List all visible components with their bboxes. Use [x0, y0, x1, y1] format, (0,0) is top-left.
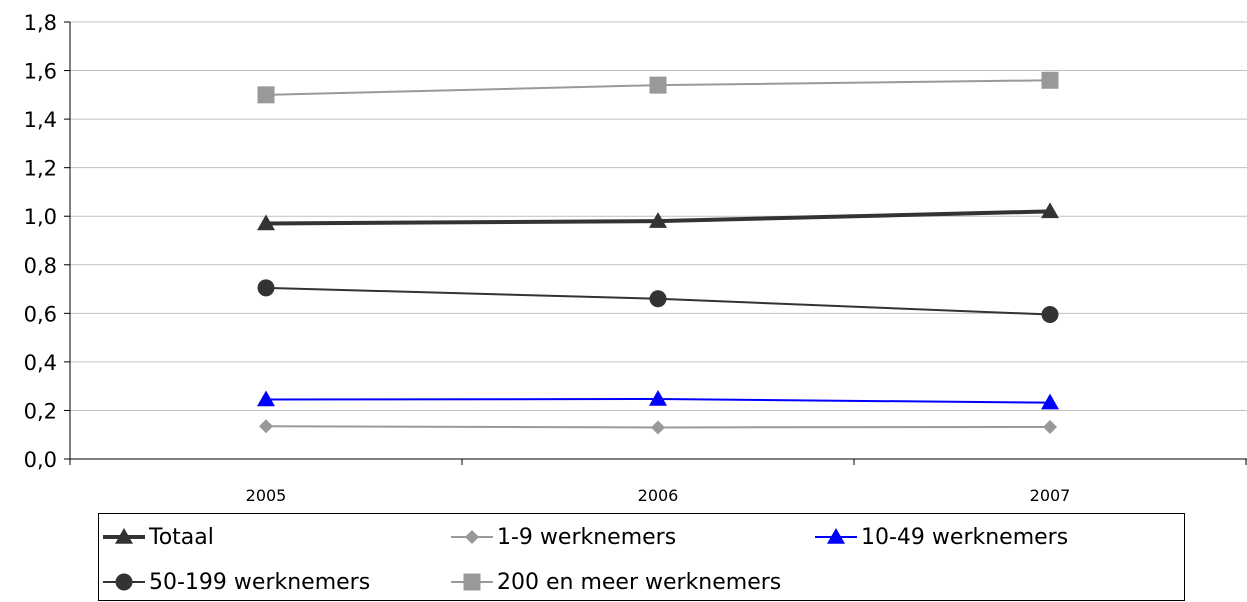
legend-label-10-49: 10-49 werknemers [861, 524, 1069, 550]
x-tick-label: 2006 [638, 486, 679, 505]
legend-item-10-49: 10-49 werknemers [813, 517, 1068, 557]
legend-label-1-9: 1-9 werknemers [497, 524, 677, 550]
y-tick-label: 1,8 [24, 11, 57, 35]
legend-label-200-plus: 200 en meer werknemers [497, 569, 782, 595]
data-point [259, 419, 273, 434]
y-tick-label: 0,8 [24, 254, 57, 278]
y-tick-label: 0,2 [24, 399, 57, 423]
data-point [1041, 306, 1059, 324]
legend-item-totaal: Totaal [101, 517, 214, 557]
x-tick-label: 2007 [1030, 486, 1071, 505]
y-tick-label: 1,6 [24, 60, 57, 84]
legend-item-50-199: 50-199 werknemers [101, 562, 370, 602]
series-3 [257, 279, 1059, 324]
legend-swatch-10-49 [815, 528, 857, 544]
legend: Totaal 1-9 werknemers 10-49 werknemers 5… [98, 513, 1185, 601]
legend-marker [827, 528, 845, 544]
data-point [649, 76, 667, 94]
data-point [257, 279, 275, 297]
data-point [1041, 393, 1059, 410]
legend-swatch-totaal [103, 528, 145, 544]
data-point [1041, 71, 1059, 89]
legend-marker [115, 573, 133, 591]
legend-marker [465, 530, 479, 544]
legend-marker [463, 573, 481, 591]
line-chart: 0,00,20,40,60,81,01,21,41,61,8 2005 2006 2… [24, 11, 1247, 505]
data-point [1041, 202, 1059, 219]
series-0 [257, 202, 1059, 231]
y-axis-ticks: 0,0 0,2 0,4 0,6 0,8 1,0 1,2 1,4 1,6 1,8 [24, 11, 57, 472]
data-point [257, 86, 275, 104]
legend-item-200-plus: 200 en meer werknemers [449, 562, 781, 602]
data-point [649, 290, 667, 308]
legend-swatch-1-9 [451, 530, 493, 544]
legend-marker [115, 528, 133, 544]
legend-label-totaal: Totaal [149, 524, 214, 550]
legend-item-1-9: 1-9 werknemers [449, 517, 676, 557]
axes [64, 21, 1247, 465]
x-tick-label: 2005 [246, 486, 287, 505]
series-1 [259, 419, 1057, 435]
data-point [257, 390, 275, 407]
series-lines [257, 71, 1059, 435]
y-tick-label: 0,6 [24, 302, 57, 326]
series-4 [257, 71, 1059, 104]
data-point [257, 214, 275, 231]
data-point [651, 420, 665, 435]
data-point [1043, 419, 1057, 434]
data-point [649, 390, 667, 406]
y-tick-label: 1,2 [24, 157, 57, 181]
legend-label-50-199: 50-199 werknemers [149, 569, 371, 595]
legend-swatch-50-199 [103, 573, 145, 591]
data-point [649, 212, 667, 228]
legend-swatch-200-plus [451, 573, 493, 591]
y-tick-label: 0,4 [24, 351, 57, 375]
y-tick-label: 1,4 [24, 108, 57, 132]
series-2 [257, 390, 1059, 410]
y-tick-label: 1,0 [24, 205, 57, 229]
y-tick-label: 0,0 [24, 448, 57, 472]
x-axis-ticks: 2005 2006 2007 [246, 486, 1071, 505]
